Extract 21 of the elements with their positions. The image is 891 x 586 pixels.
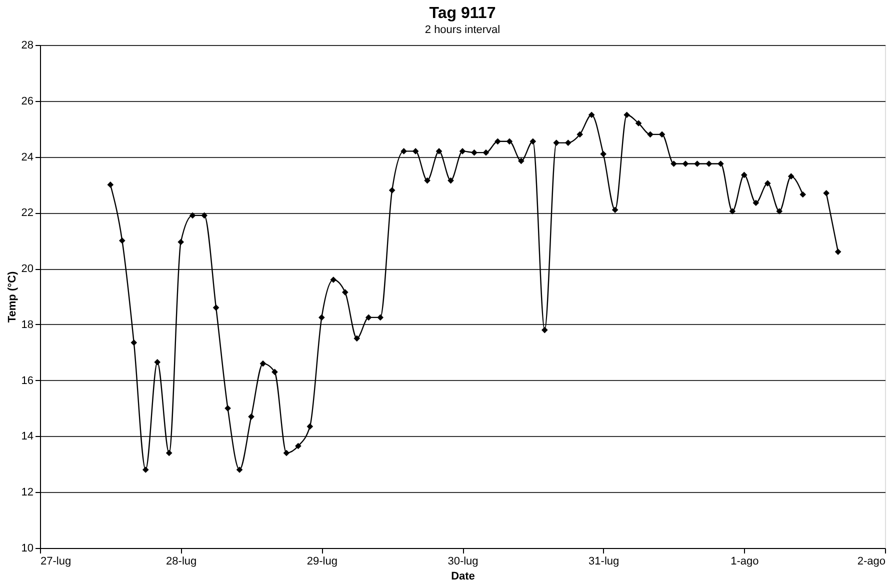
y-tick-label: 12 xyxy=(21,486,34,499)
x-tick-label: 29-lug xyxy=(306,556,338,568)
x-tick-label: 27-lug xyxy=(40,556,72,568)
y-tick-label: 22 xyxy=(21,207,34,220)
y-tick-label: 26 xyxy=(21,95,34,108)
chart-title: Tag 9117 xyxy=(429,5,496,22)
y-axis-title: Temp (°C) xyxy=(6,271,18,323)
chart-subtitle: 2 hours interval xyxy=(424,24,500,36)
y-tick-label: 28 xyxy=(21,40,34,52)
x-tick-label: 28-lug xyxy=(166,556,197,568)
y-tick-label: 16 xyxy=(21,374,34,387)
x-tick-label: 2-ago xyxy=(857,556,886,568)
y-tick-label: 18 xyxy=(21,318,34,331)
y-tick-label: 14 xyxy=(21,430,34,443)
y-tick-label: 24 xyxy=(21,151,34,164)
x-axis-title: Date xyxy=(451,570,475,582)
x-tick-label: 1-ago xyxy=(730,556,759,568)
x-tick-label: 30-lug xyxy=(448,556,478,568)
x-tick-label: 31-lug xyxy=(588,556,620,568)
y-tick-label: 10 xyxy=(21,542,34,554)
y-tick-label: 20 xyxy=(21,263,34,276)
